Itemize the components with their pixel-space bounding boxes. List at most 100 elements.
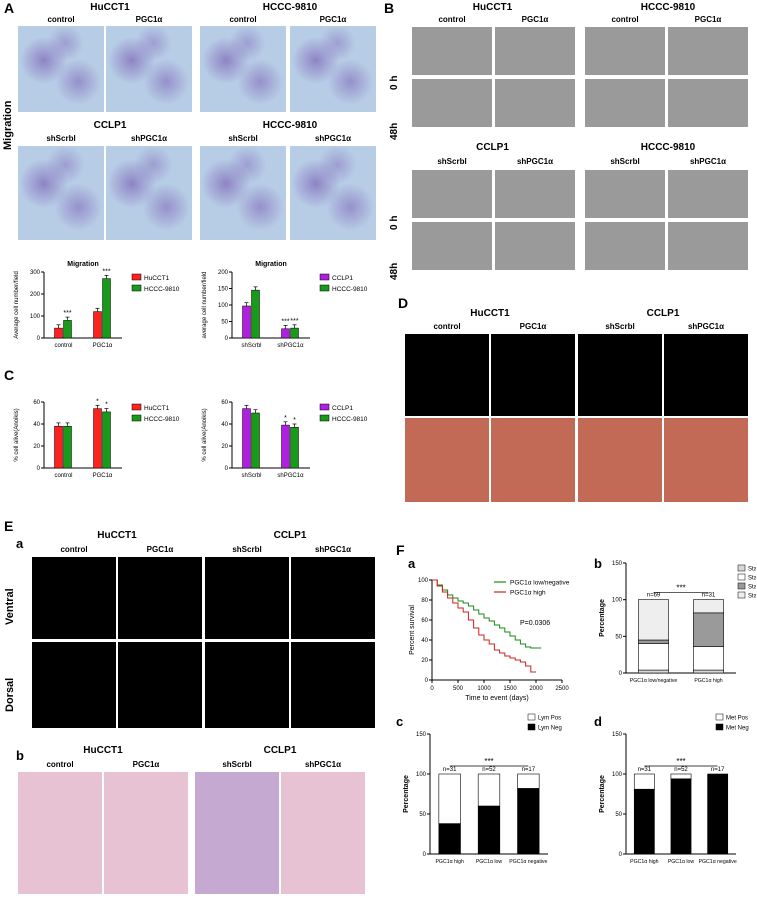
- wound-image: [412, 79, 492, 127]
- wound-image: [668, 222, 748, 270]
- a-hccc-title-2: HCCC-9810: [262, 120, 318, 131]
- bar: [290, 327, 299, 339]
- dissection-image: [578, 418, 662, 502]
- survival-curve: [432, 579, 542, 649]
- d-hucct1-title: HuCCT1: [470, 308, 510, 319]
- b-48h-label-2: 48h: [389, 262, 400, 280]
- bar-segment: [670, 778, 692, 855]
- b-control-label-2: control: [611, 15, 639, 24]
- legend-swatch: [319, 284, 330, 292]
- b-pgc1a-label: PGC1α: [521, 15, 549, 24]
- x-tick-label: shPGC1α: [277, 473, 304, 479]
- wound-image: [412, 222, 492, 270]
- a-hccc-title: HCCC-9810: [262, 2, 318, 13]
- y-tick-label: 40: [421, 638, 428, 644]
- chart-c-cclp1-anoikis: 0 20 40 60 % cell alive(Anoikis) shScrbl shPGC…: [202, 400, 368, 479]
- n-label: n=17: [522, 767, 536, 773]
- y-tick-label: 20: [33, 444, 40, 450]
- bar: [102, 411, 111, 469]
- n-label: n=52: [482, 767, 496, 773]
- x-tick-label: PGC1α high: [435, 859, 463, 865]
- legend-swatch: [737, 582, 746, 590]
- legend-swatch: [319, 403, 330, 411]
- significance-label: ***: [102, 268, 110, 275]
- f-sub-a: a: [408, 556, 416, 571]
- b-shscrbl-label: shScrbl: [437, 157, 467, 166]
- bar: [93, 408, 102, 469]
- x-tick-label: 0: [430, 686, 434, 692]
- x-tick-label: shPGC1α: [277, 343, 304, 349]
- legend-label: Lym Neg: [538, 726, 562, 732]
- x-tick-label: control: [54, 343, 72, 349]
- y-tick-label: 20: [221, 444, 228, 450]
- legend-label: HuCCT1: [144, 405, 170, 412]
- chart-a-cclp1-migration: Migration 0 50 100 150 200 average cell number…: [202, 261, 368, 349]
- bar-segment: [670, 773, 692, 780]
- x-tick-label: PGC1α low: [668, 859, 695, 865]
- bar: [54, 425, 63, 469]
- b-0h-label: 0 h: [389, 75, 400, 90]
- legend-swatch: [527, 713, 536, 721]
- wound-image: [668, 170, 748, 218]
- e-pgc1a-label: PGC1α: [146, 545, 174, 554]
- b-0h-label-2: 0 h: [389, 215, 400, 230]
- y-tick-label: 50: [615, 812, 622, 818]
- x-tick-label: PGC1α high: [694, 678, 722, 684]
- bar-segment: [638, 669, 669, 674]
- x-tick-label: 1000: [477, 686, 491, 692]
- bar: [251, 289, 260, 339]
- panel-letter-d: D: [398, 295, 409, 311]
- bar-segment: [477, 773, 501, 807]
- significance-label: ***: [676, 583, 685, 592]
- bar-segment: [638, 599, 669, 641]
- migration-image: [200, 26, 286, 112]
- e-cclp1-title: CCLP1: [273, 530, 307, 541]
- b-shscrbl-label-2: shScrbl: [610, 157, 640, 166]
- migration-image: [106, 26, 192, 112]
- legend-label: Lym Pos: [538, 716, 561, 722]
- a-control-label-2: control: [229, 15, 257, 24]
- bar-segment: [707, 773, 729, 855]
- x-axis-label: Time to event (days): [465, 695, 529, 702]
- x-tick-label: shScrbl: [241, 473, 261, 479]
- d-control-label: control: [433, 322, 461, 331]
- bar-segment: [693, 599, 724, 614]
- bar-segment: [693, 646, 724, 671]
- x-tick-label: shScrbl: [241, 343, 261, 349]
- legend-swatch: [131, 284, 142, 292]
- y-tick-label: 0: [225, 466, 229, 472]
- n-label: n=31: [702, 593, 716, 599]
- migration-image: [290, 26, 376, 112]
- y-tick-label: 200: [30, 292, 41, 298]
- legend-swatch: [131, 273, 142, 281]
- y-tick-label: 0: [37, 336, 41, 342]
- chart-c-hucct1-anoikis: 0 20 40 60 % cell alive(Anoikis) control PGC1α…: [14, 398, 180, 479]
- d-pgc1a-label: PGC1α: [519, 322, 547, 331]
- wound-image: [668, 79, 748, 127]
- e-sub-b: b: [16, 748, 24, 763]
- y-axis-label: Percentage: [599, 775, 606, 813]
- panel-letter-b: B: [384, 0, 395, 16]
- y-tick-label: 50: [615, 634, 622, 640]
- legend-label: PGC1α high: [510, 590, 546, 597]
- y-tick-label: 80: [421, 598, 428, 604]
- significance-label: ***: [63, 310, 71, 317]
- bar-segment: [638, 643, 669, 671]
- a-pgc1a-label-2: PGC1α: [319, 15, 347, 24]
- wound-image: [585, 170, 665, 218]
- b-shpgc1a-label-2: shPGC1α: [689, 157, 727, 166]
- bar-segment: [477, 805, 501, 855]
- x-tick-label: PGC1α low/negative: [630, 678, 678, 684]
- x-tick-label: 2000: [529, 686, 543, 692]
- b-hccc-title: HCCC-9810: [640, 2, 696, 13]
- wound-image: [585, 222, 665, 270]
- mouse-imaging: [32, 557, 116, 639]
- legend-label: Stage I: [748, 567, 756, 573]
- y-axis-label: Average cell number/field: [14, 271, 20, 339]
- bar: [54, 327, 63, 339]
- he-histology-image: [104, 772, 188, 894]
- significance-label: *: [96, 398, 99, 405]
- mouse-imaging: [405, 334, 489, 416]
- x-tick-label: PGC1α: [93, 473, 113, 479]
- bar-segment: [438, 773, 461, 824]
